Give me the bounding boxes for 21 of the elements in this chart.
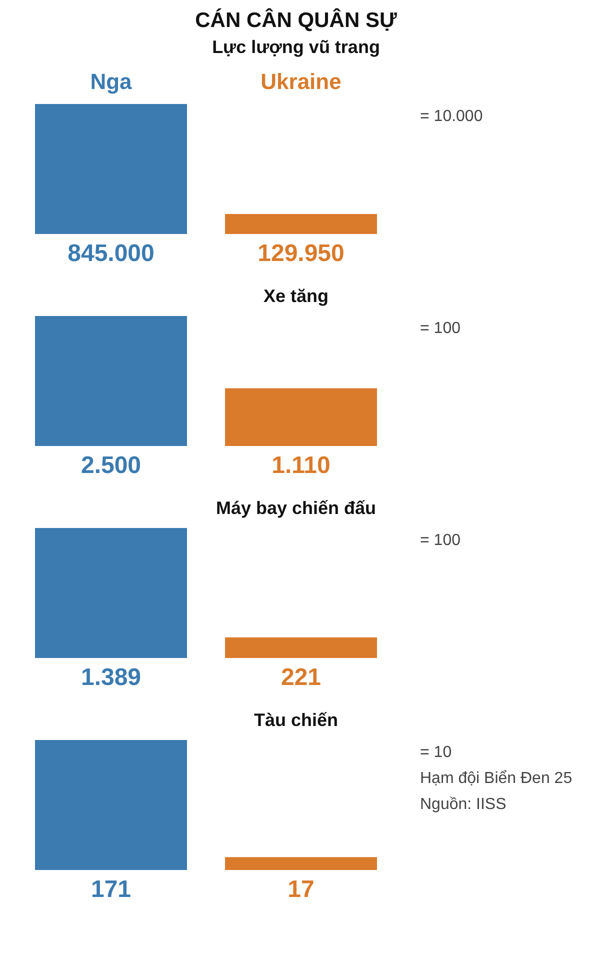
data-label: 129.950: [258, 240, 344, 267]
chart-title: CÁN CÂN QUÂN SỰ: [195, 8, 398, 32]
data-label: 17: [288, 876, 314, 903]
data-label: 2.500: [80, 452, 142, 479]
data-label: 1.110: [272, 452, 330, 479]
text: Nguồn: IISS: [420, 796, 506, 813]
text: = 100: [420, 532, 461, 549]
chart-title: Xe tăng: [263, 286, 329, 306]
text: = 10: [420, 744, 452, 761]
chart-title: Tàu chiến: [254, 710, 338, 730]
x-tick-label: Ukraine: [260, 69, 342, 94]
text: = 100: [420, 320, 461, 337]
data-label: 845.000: [68, 240, 154, 267]
data-label: 171: [90, 876, 132, 903]
text: Hạm đội Biển Đen 25: [420, 770, 572, 787]
data-label: 221: [280, 664, 322, 691]
data-label: 1.389: [80, 664, 142, 691]
x-tick-label: Nga: [90, 69, 133, 94]
text: = 10.000: [420, 108, 483, 125]
chart-title: Máy bay chiến đấu: [216, 498, 376, 518]
chart-subtitle: Lực lượng vũ trang: [212, 37, 380, 57]
